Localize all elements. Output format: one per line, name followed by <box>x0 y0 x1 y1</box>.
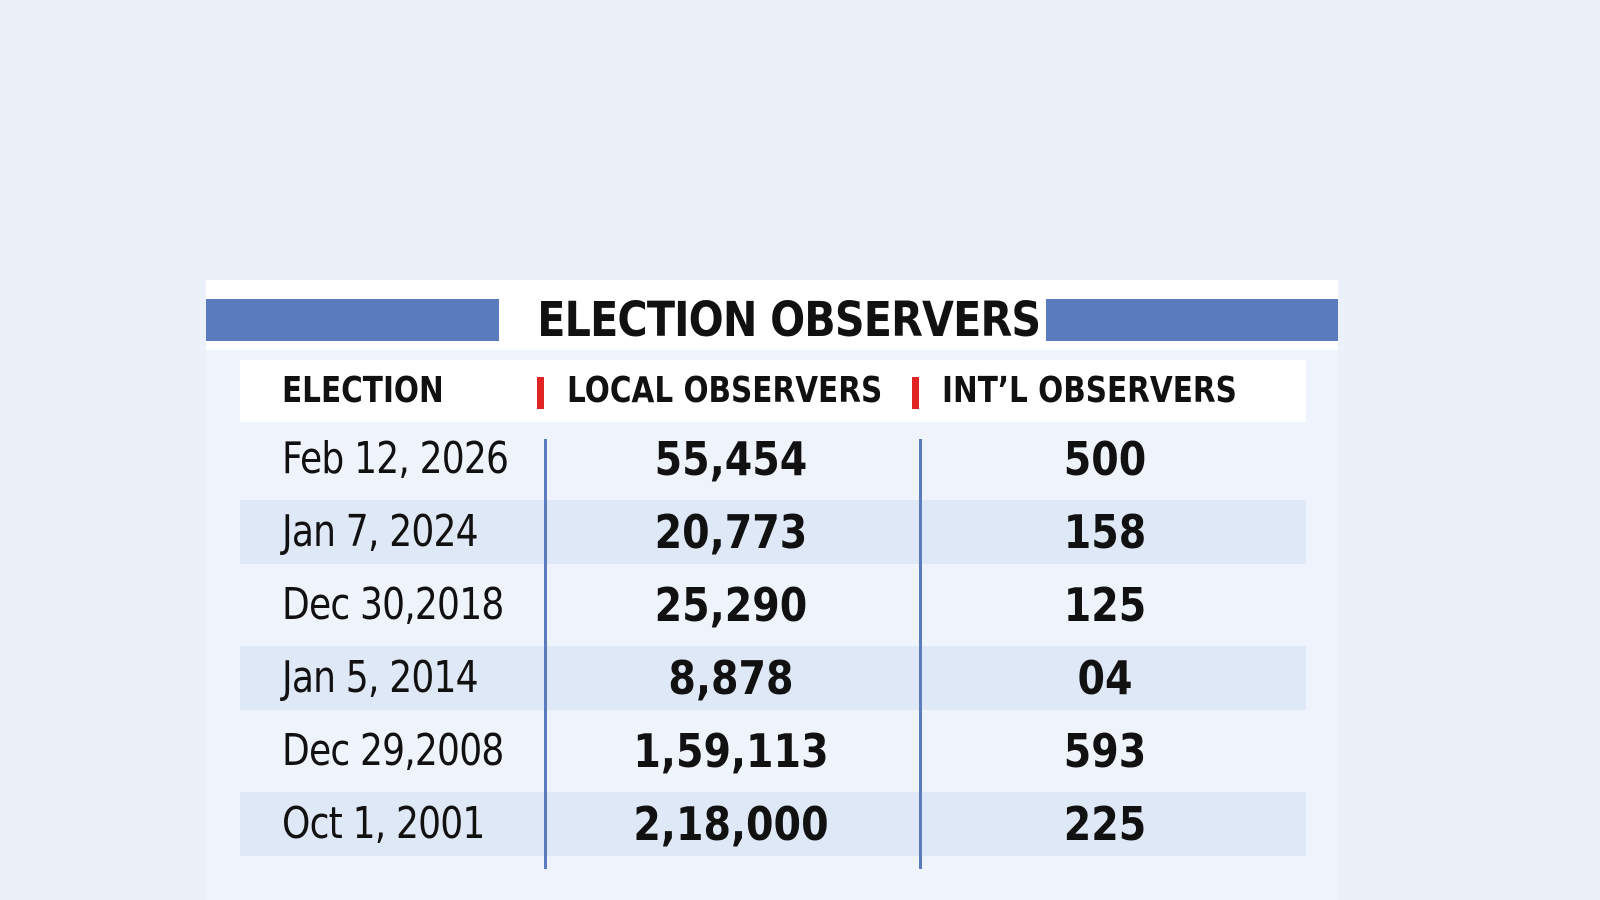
observers-table-card: ELECTION OBSERVERS ELECTION LOCAL OBSERV… <box>206 280 1338 900</box>
election-date-cell: Jan 5, 2014 <box>282 652 479 703</box>
election-date-cell: Dec 30,2018 <box>282 579 504 630</box>
local-observers-cell: 55,454 <box>654 432 808 486</box>
table-row: Dec 29,2008 1,59,113 593 <box>240 719 1306 783</box>
local-observers-cell: 1,59,113 <box>633 724 829 778</box>
intl-observers-cell: 225 <box>1063 797 1147 851</box>
column-header-election: ELECTION <box>282 370 444 411</box>
election-date-cell: Dec 29,2008 <box>282 725 504 776</box>
header-separator <box>912 377 919 409</box>
intl-observers-cell: 158 <box>1063 505 1147 559</box>
intl-observers-cell: 500 <box>1063 432 1147 486</box>
title-bar-right <box>1046 299 1338 341</box>
election-date-cell: Oct 1, 2001 <box>282 798 485 849</box>
title-bar-left <box>206 299 499 341</box>
column-header-local-observers: LOCAL OBSERVERS <box>567 370 883 411</box>
election-date-cell: Feb 12, 2026 <box>282 433 509 484</box>
table-row: Jan 5, 2014 8,878 04 <box>240 646 1306 710</box>
intl-observers-cell: 593 <box>1063 724 1147 778</box>
intl-observers-cell: 125 <box>1063 578 1147 632</box>
table-header-row: ELECTION LOCAL OBSERVERS INT’L OBSERVERS <box>240 360 1306 422</box>
local-observers-cell: 2,18,000 <box>633 797 829 851</box>
table-row: Feb 12, 2026 55,454 500 <box>240 427 1306 491</box>
table-row: Dec 30,2018 25,290 125 <box>240 573 1306 637</box>
local-observers-cell: 25,290 <box>654 578 808 632</box>
intl-observers-cell: 04 <box>1077 651 1133 705</box>
table-row: Oct 1, 2001 2,18,000 225 <box>240 792 1306 856</box>
table-row: Jan 7, 2024 20,773 158 <box>240 500 1306 564</box>
column-divider <box>919 439 922 869</box>
election-date-cell: Jan 7, 2024 <box>282 506 479 557</box>
column-divider <box>544 439 547 869</box>
table-title: ELECTION OBSERVERS <box>537 292 1041 348</box>
local-observers-cell: 20,773 <box>654 505 808 559</box>
local-observers-cell: 8,878 <box>668 651 794 705</box>
column-header-intl-observers: INT’L OBSERVERS <box>942 370 1237 411</box>
header-separator <box>537 377 544 409</box>
